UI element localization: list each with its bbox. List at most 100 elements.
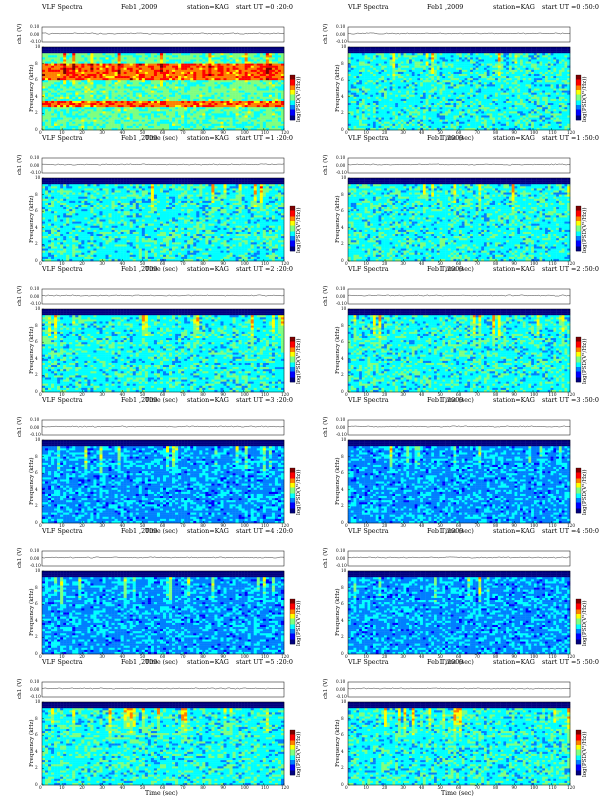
waveform-y-label: ch1 (V) (18, 417, 24, 437)
spectrogram-image (348, 47, 570, 130)
date-label: Feb1 ,2009 (121, 4, 157, 10)
spectrogram-svg (4, 395, 310, 527)
y-tick-label: 0 (341, 783, 344, 787)
colorbar-label: log(PSD(V²/Hz)) (297, 76, 303, 122)
spectrogram-svg (310, 133, 612, 265)
panel-title: VLF Spectra (42, 528, 83, 534)
x-tick-label: 0 (345, 786, 348, 790)
colorbar (576, 730, 581, 775)
x-tick-label: 70 (475, 786, 480, 790)
y-axis-label: Frequency (kHz) (336, 719, 342, 767)
panel-title: VLF Spectra (42, 266, 83, 272)
spectrogram-image (42, 440, 284, 523)
waveform-tick-label: 0.00 (336, 557, 345, 561)
station-label: station=KAG (187, 4, 229, 10)
spectrogram-svg (4, 2, 310, 134)
y-tick-label: 2 (341, 373, 344, 377)
spectrogram-image (348, 440, 570, 523)
spectrogram-image (348, 309, 570, 392)
x-tick-label: 40 (419, 786, 424, 790)
spectrogram-svg (310, 2, 612, 134)
x-tick-label: 100 (530, 786, 538, 790)
station-label: station=KAG (187, 266, 229, 272)
spectrogram-image (348, 702, 570, 785)
spectrogram-image (42, 702, 284, 785)
x-tick-label: 20 (79, 786, 84, 790)
colorbar-label: log(PSD(V²/Hz)) (297, 600, 303, 646)
x-tick-label: 40 (120, 786, 125, 790)
y-axis-label: Frequency (kHz) (336, 457, 342, 505)
waveform-y-label: ch1 (V) (18, 24, 24, 44)
waveform-tick-label: -0.10 (336, 564, 347, 568)
x-tick-label: 90 (512, 786, 517, 790)
y-tick-label: 10 (35, 45, 40, 49)
waveform-y-label: ch1 (V) (18, 155, 24, 175)
waveform-tick-label: -0.10 (30, 40, 41, 44)
station-label: station=KAG (187, 528, 229, 534)
y-tick-label: 2 (35, 635, 38, 639)
start-time-label: start UT =1 :50:0 (542, 135, 599, 141)
panel-title: VLF Spectra (42, 4, 83, 10)
spectrogram-svg (310, 526, 612, 658)
y-tick-label: 0 (35, 128, 38, 132)
x-tick-label: 10 (59, 786, 64, 790)
y-tick-label: 10 (35, 176, 40, 180)
waveform-panel (348, 289, 570, 304)
colorbar (576, 75, 581, 120)
y-tick-label: 2 (341, 504, 344, 508)
spectrogram-svg (4, 264, 310, 396)
start-time-label: start UT =1 :20:0 (236, 135, 293, 141)
panel-title: VLF Spectra (42, 659, 83, 665)
waveform-tick-label: -0.10 (30, 695, 41, 699)
date-label: Feb1 ,2009 (427, 528, 463, 534)
y-axis-label: Frequency (kHz) (336, 195, 342, 243)
waveform-tick-label: -0.10 (336, 302, 347, 306)
station-label: station=KAG (493, 528, 535, 534)
waveform-tick-label: 0.10 (30, 680, 39, 684)
waveform-tick-label: 0.00 (30, 557, 39, 561)
waveform-y-label: ch1 (V) (18, 286, 24, 306)
x-tick-label: 0 (39, 786, 42, 790)
station-label: station=KAG (187, 397, 229, 403)
date-label: Feb1 ,2009 (121, 135, 157, 141)
y-tick-label: 0 (341, 390, 344, 394)
waveform-y-label: ch1 (V) (324, 548, 330, 568)
y-tick-label: 10 (35, 700, 40, 704)
colorbar-label: log(PSD(V²/Hz)) (297, 469, 303, 515)
x-tick-label: 30 (100, 786, 105, 790)
y-tick-label: 2 (341, 242, 344, 246)
panel-title: VLF Spectra (42, 397, 83, 403)
waveform-panel (42, 551, 284, 566)
colorbar (290, 599, 295, 644)
colorbar (576, 599, 581, 644)
start-time-label: start UT =3 :20:0 (236, 397, 293, 403)
spectrogram-image (42, 47, 284, 130)
waveform-tick-label: 0.00 (30, 295, 39, 299)
waveform-y-label: ch1 (V) (324, 155, 330, 175)
waveform-y-label: ch1 (V) (324, 679, 330, 699)
y-axis-label: Frequency (kHz) (30, 719, 36, 767)
start-time-label: start UT =3 :50:0 (542, 397, 599, 403)
y-tick-label: 10 (35, 569, 40, 573)
date-label: Feb1 ,2009 (121, 659, 157, 665)
waveform-y-label: ch1 (V) (324, 417, 330, 437)
waveform-tick-label: 0.00 (336, 33, 345, 37)
x-tick-label: 20 (382, 786, 387, 790)
x-tick-label: 30 (401, 786, 406, 790)
y-axis-label: Frequency (kHz) (30, 588, 36, 636)
colorbar-label: log(PSD(V²/Hz)) (297, 207, 303, 253)
start-time-label: start UT =2 :20:0 (236, 266, 293, 272)
x-tick-label: 120 (567, 786, 575, 790)
station-label: station=KAG (493, 135, 535, 141)
waveform-tick-label: 0.10 (30, 549, 39, 553)
waveform-y-label: ch1 (V) (18, 679, 24, 699)
waveform-tick-label: 0.00 (30, 164, 39, 168)
y-axis-label: Frequency (kHz) (30, 457, 36, 505)
spectrogram-image (348, 571, 570, 654)
y-tick-label: 2 (341, 635, 344, 639)
colorbar (576, 206, 581, 251)
waveform-tick-label: 0.10 (30, 287, 39, 291)
